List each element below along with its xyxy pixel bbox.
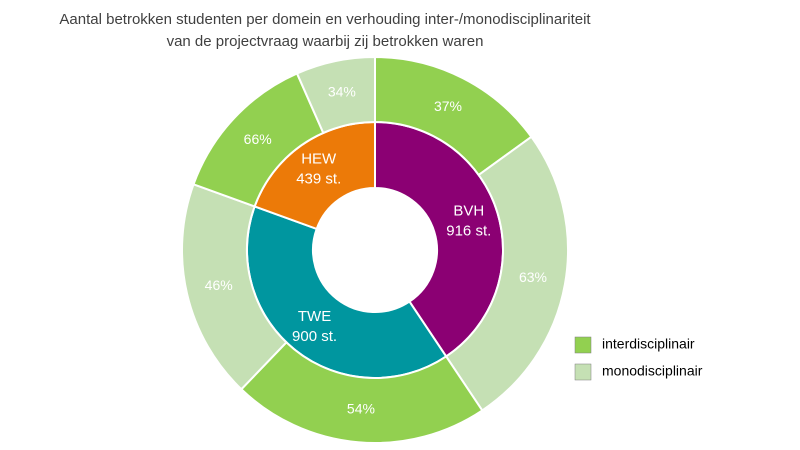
legend-label: monodisciplinair (602, 363, 703, 379)
category-label: TWE (298, 308, 331, 325)
category-label: HEW (301, 151, 337, 168)
outer-segment (295, 55, 376, 135)
value-label: 439 st. (296, 171, 341, 188)
percent-label: 46% (205, 277, 233, 293)
percent-label: 34% (328, 84, 356, 100)
percent-label: 66% (244, 131, 272, 147)
chart-title: van de projectvraag waarbij zij betrokke… (167, 33, 484, 50)
value-label: 916 st. (446, 223, 491, 240)
category-label: BVH (453, 203, 484, 220)
legend-label: interdisciplinair (602, 336, 695, 352)
legend-swatch (574, 363, 592, 381)
percent-label: 37% (434, 98, 462, 114)
percent-label: 54% (347, 401, 375, 417)
value-label: 900 st. (292, 328, 337, 345)
legend-swatch (574, 336, 592, 354)
chart-title: Aantal betrokken studenten per domein en… (59, 11, 591, 28)
outer-segment (444, 135, 569, 412)
percent-label: 63% (519, 269, 547, 285)
